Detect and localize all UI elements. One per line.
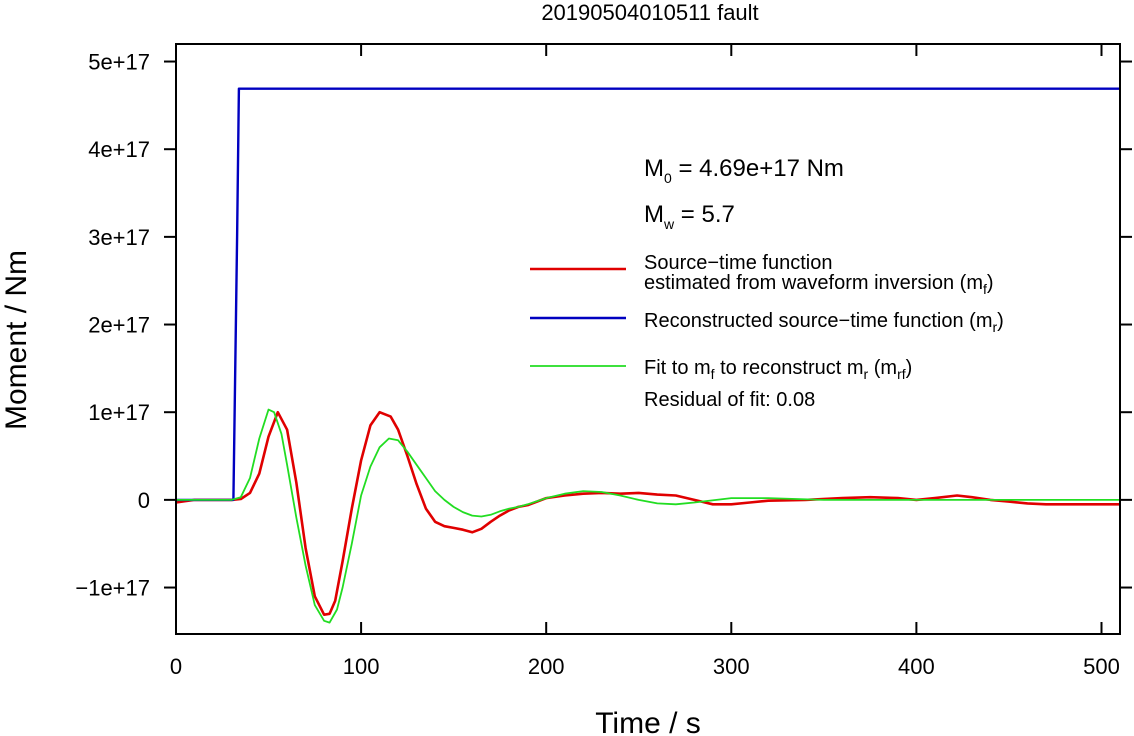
y-tick-label: 5e+17 [88, 50, 150, 75]
x-tick-label: 300 [713, 654, 750, 679]
x-tick-label: 100 [343, 654, 380, 679]
series-line-mrf [176, 408, 1120, 624]
y-tick-label: 3e+17 [88, 225, 150, 250]
x-axis-label: Time / s [595, 707, 701, 736]
y-tick-label: 4e+17 [88, 137, 150, 162]
y-tick-label: −1e+17 [75, 576, 150, 601]
y-tick-label: 2e+17 [88, 313, 150, 338]
plot-lines [175, 87, 1120, 624]
series-line-mr [176, 87, 1120, 502]
axis-ticks: 0 100 200 300 400 500 −1e+17 0 1e+17 2e+17 3e+17 4e… [75, 44, 1132, 679]
legend-label-mr: Reconstructed source−time function (mr) [644, 310, 1004, 335]
x-tick-label: 400 [898, 654, 935, 679]
x-tick-label: 0 [170, 654, 182, 679]
mw-annotation: Mw = 5.7 [644, 201, 735, 232]
m0-annotation: M0 = 4.69e+17 Nm [644, 155, 844, 186]
series-line-mf [175, 410, 1120, 617]
y-axis-label: Moment / Nm [0, 250, 33, 430]
y-tick-label: 0 [138, 488, 150, 513]
chart-title: 20190504010511 fault [541, 0, 758, 25]
legend-label-mf-line2: estimated from waveform inversion (mf) [644, 272, 994, 297]
x-tick-label: 200 [528, 654, 565, 679]
annotations: M0 = 4.69e+17 Nm Mw = 5.7 [644, 155, 844, 232]
residual-annotation: Residual of fit: 0.08 [644, 389, 815, 411]
x-tick-label: 500 [1083, 654, 1120, 679]
legend-label-mf-line1: Source−time function [644, 252, 832, 274]
legend: Source−time function estimated from wave… [530, 252, 1004, 411]
legend-label-mrf: Fit to mf to reconstruct mr (mrf) [644, 357, 912, 382]
plot-frame [175, 43, 1121, 635]
y-tick-label: 1e+17 [88, 400, 150, 425]
